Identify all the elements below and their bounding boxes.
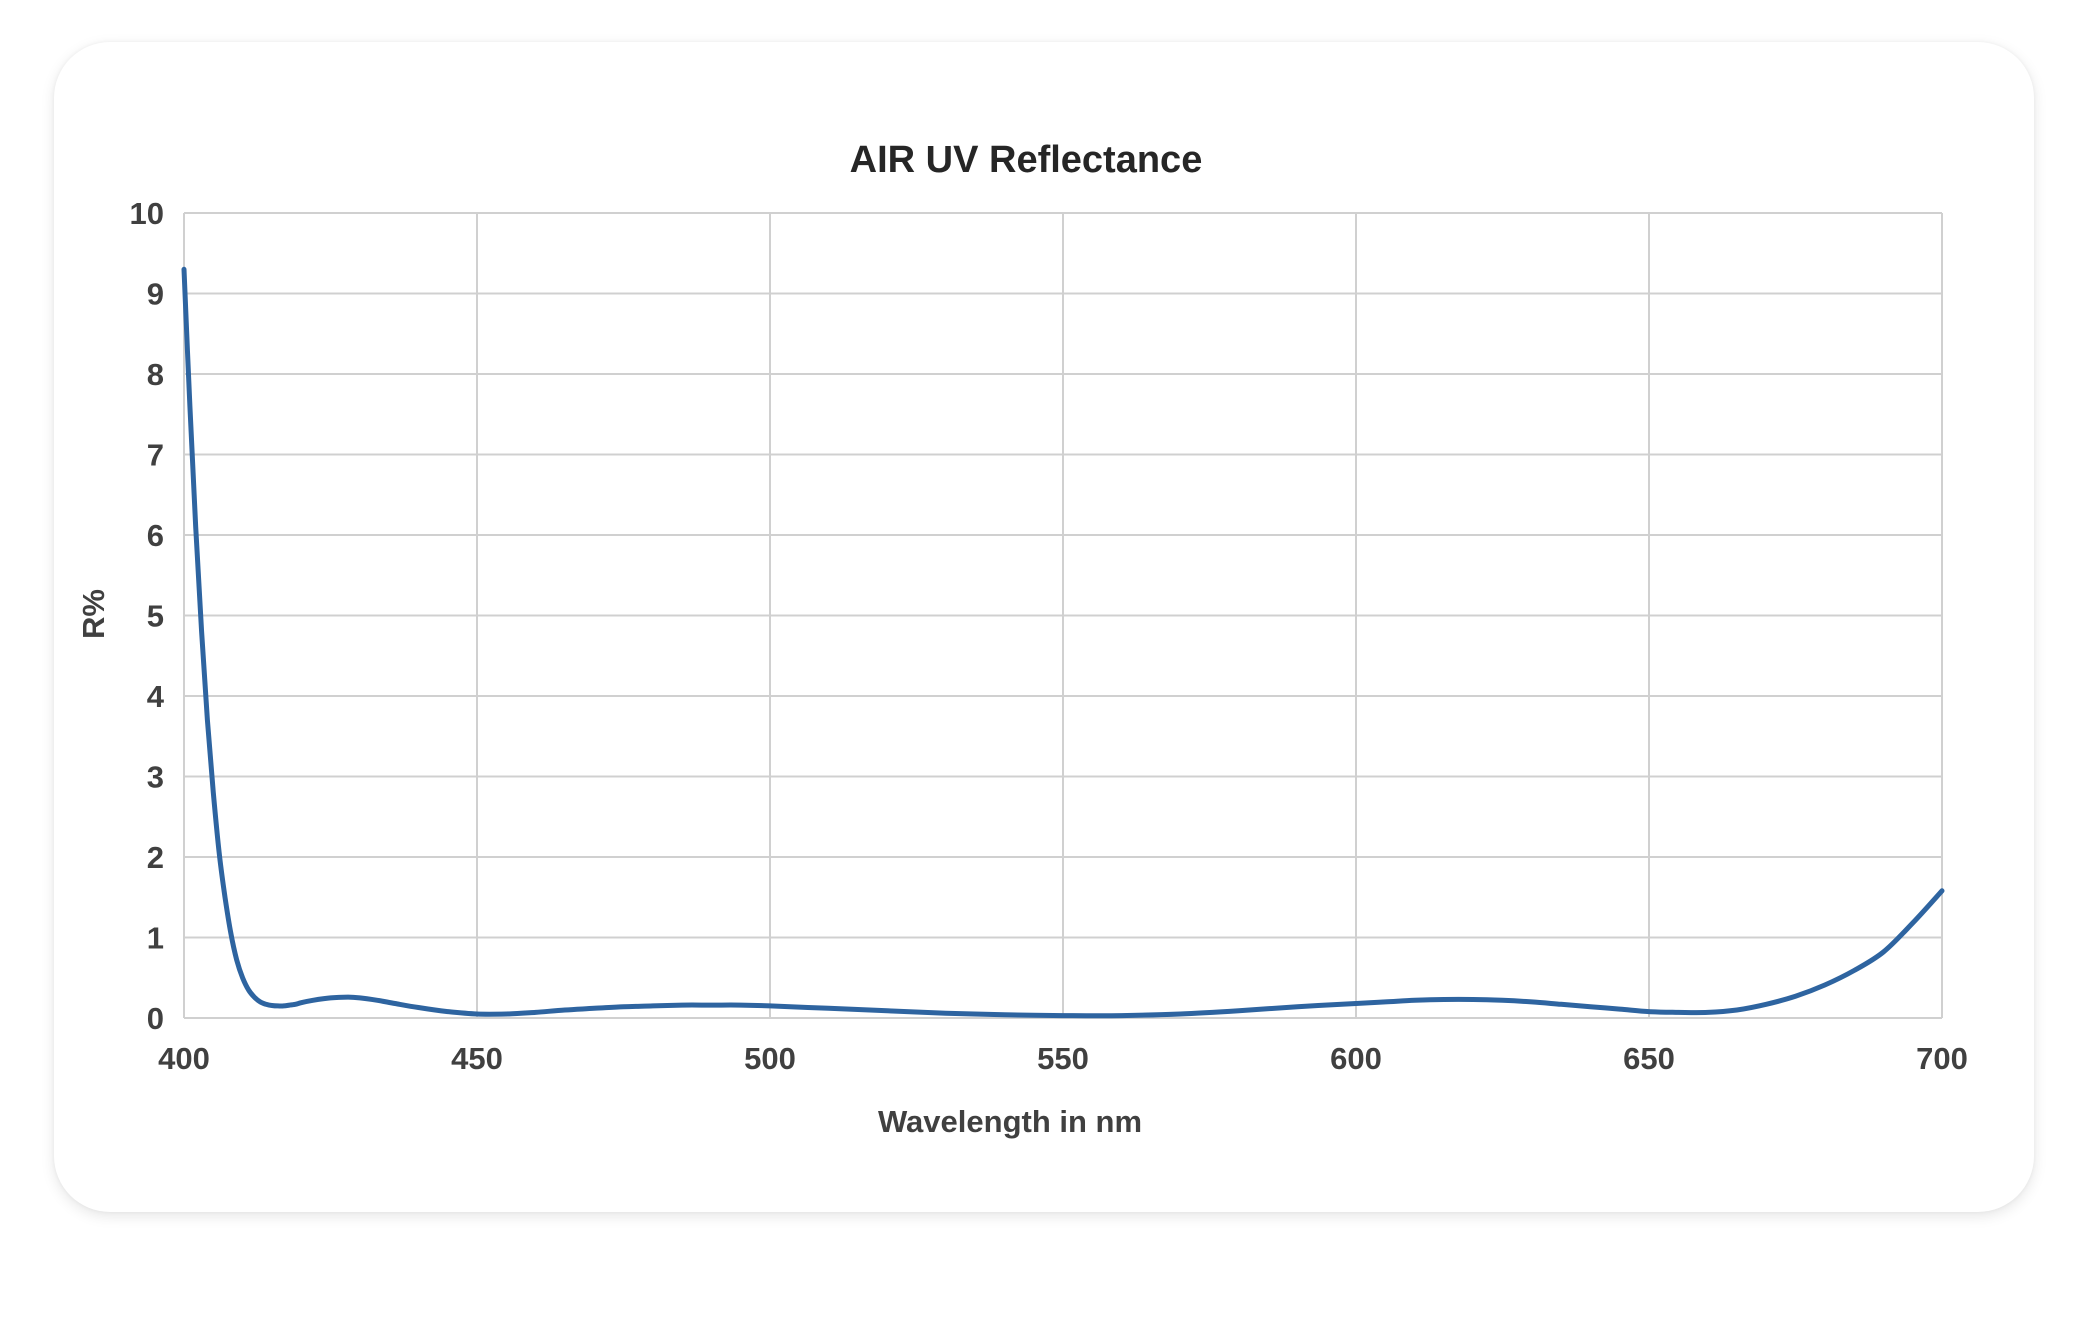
y-tick-label: 8	[147, 357, 164, 392]
y-tick-labels: 0 1 2 3 4 5 6 7 8 9 10	[130, 196, 165, 1036]
y-tick-label: 4	[147, 679, 165, 714]
y-tick-label: 3	[147, 760, 164, 795]
y-tick-label: 6	[147, 518, 164, 553]
x-axis-label: Wavelength in nm	[878, 1104, 1142, 1139]
y-tick-label: 10	[130, 196, 164, 231]
y-tick-label: 0	[147, 1001, 164, 1036]
y-tick-label: 7	[147, 438, 164, 473]
x-tick-label: 450	[451, 1041, 503, 1076]
chart-title: AIR UV Reflectance	[850, 139, 1203, 181]
x-tick-label: 500	[744, 1041, 796, 1076]
x-tick-label: 600	[1330, 1041, 1382, 1076]
x-tick-label: 650	[1623, 1041, 1675, 1076]
gridlines	[183, 212, 1943, 1019]
reflectance-series-line	[181, 266, 1945, 1019]
x-tick-label: 550	[1037, 1041, 1089, 1076]
y-tick-label: 9	[147, 277, 164, 312]
x-tick-label: 700	[1916, 1041, 1968, 1076]
y-tick-label: 1	[147, 921, 164, 956]
y-tick-label: 2	[147, 840, 164, 875]
y-tick-label: 5	[147, 599, 164, 634]
y-axis-label: R%	[76, 589, 111, 639]
series-layer	[181, 266, 1945, 1019]
x-tick-label: 400	[158, 1041, 210, 1076]
x-tick-labels: 400 450 500 550 600 650 700	[158, 1041, 1968, 1076]
